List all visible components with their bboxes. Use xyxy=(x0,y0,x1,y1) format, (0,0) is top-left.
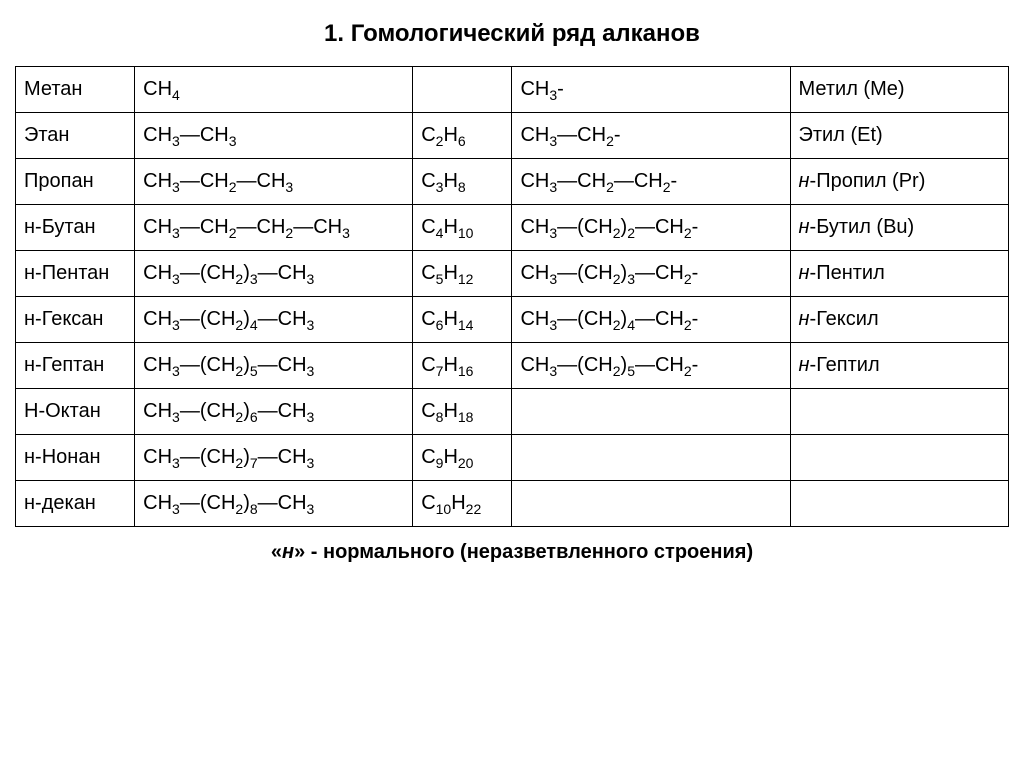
alkane-formula: C10H22 xyxy=(413,481,512,527)
alkane-formula: C5H12 xyxy=(413,251,512,297)
alkane-formula xyxy=(413,67,512,113)
table-row: н-НонанCH3—(CH2)7—CH3C9H20 xyxy=(16,435,1009,481)
table-row: н-ПентанCH3—(CH2)3—CH3C5H12CH3—(CH2)3—CH… xyxy=(16,251,1009,297)
alkane-name: н-Гептан xyxy=(16,343,135,389)
radical-structure: CH3—(CH2)2—CH2- xyxy=(512,205,790,251)
table-row: ЭтанCH3—CH3C2H6CH3—CH2-Этил (Et) xyxy=(16,113,1009,159)
alkane-structure: CH3—CH3 xyxy=(135,113,413,159)
radical-structure: CH3—(CH2)4—CH2- xyxy=(512,297,790,343)
alkane-name: н-Гексан xyxy=(16,297,135,343)
footer-note: «н» - нормального (неразветвленного стро… xyxy=(15,541,1009,564)
radical-name xyxy=(790,481,1008,527)
radical-structure: CH3- xyxy=(512,67,790,113)
radical-name: н-Гептил xyxy=(790,343,1008,389)
alkane-name: н-Бутан xyxy=(16,205,135,251)
alkane-name: Пропан xyxy=(16,159,135,205)
alkane-structure: CH3—(CH2)5—CH3 xyxy=(135,343,413,389)
alkane-structure: CH3—(CH2)7—CH3 xyxy=(135,435,413,481)
radical-structure: CH3—(CH2)5—CH2- xyxy=(512,343,790,389)
alkane-formula: C2H6 xyxy=(413,113,512,159)
radical-name xyxy=(790,435,1008,481)
alkane-formula: C9H20 xyxy=(413,435,512,481)
alkane-name: н-декан xyxy=(16,481,135,527)
radical-structure xyxy=(512,481,790,527)
radical-name: н-Гексил xyxy=(790,297,1008,343)
alkane-structure: CH3—CH2—CH2—CH3 xyxy=(135,205,413,251)
table-row: н-деканCH3—(CH2)8—CH3C10H22 xyxy=(16,481,1009,527)
radical-name: н-Бутил (Bu) xyxy=(790,205,1008,251)
radical-name: н-Пентил xyxy=(790,251,1008,297)
table-row: Н-ОктанCH3—(CH2)6—CH3C8H18 xyxy=(16,389,1009,435)
page-title: 1. Гомологический ряд алканов xyxy=(15,20,1009,48)
alkane-formula: C3H8 xyxy=(413,159,512,205)
radical-structure xyxy=(512,389,790,435)
radical-name xyxy=(790,389,1008,435)
table-row: ПропанCH3—CH2—CH3C3H8CH3—CH2—CH2-н-Пропи… xyxy=(16,159,1009,205)
radical-name: н-Пропил (Pr) xyxy=(790,159,1008,205)
alkane-structure: CH3—(CH2)8—CH3 xyxy=(135,481,413,527)
radical-structure: CH3—(CH2)3—CH2- xyxy=(512,251,790,297)
alkane-name: Метан xyxy=(16,67,135,113)
table-row: МетанCH4 CH3-Метил (Me) xyxy=(16,67,1009,113)
alkane-structure: CH3—(CH2)3—CH3 xyxy=(135,251,413,297)
alkane-name: Н-Октан xyxy=(16,389,135,435)
alkane-formula: C6H14 xyxy=(413,297,512,343)
alkane-formula: C8H18 xyxy=(413,389,512,435)
alkane-name: Этан xyxy=(16,113,135,159)
footer-prefix: « xyxy=(271,541,282,563)
alkane-formula: C7H16 xyxy=(413,343,512,389)
radical-structure: CH3—CH2—CH2- xyxy=(512,159,790,205)
alkane-formula: C4H10 xyxy=(413,205,512,251)
radical-structure: CH3—CH2- xyxy=(512,113,790,159)
alkane-name: н-Пентан xyxy=(16,251,135,297)
alkane-structure: CH4 xyxy=(135,67,413,113)
alkane-structure: CH3—(CH2)4—CH3 xyxy=(135,297,413,343)
table-row: н-ГептанCH3—(CH2)5—CH3C7H16CH3—(CH2)5—CH… xyxy=(16,343,1009,389)
table-row: н-ГексанCH3—(CH2)4—CH3C6H14CH3—(CH2)4—CH… xyxy=(16,297,1009,343)
radical-name: Этил (Et) xyxy=(790,113,1008,159)
footer-suffix: » - нормального (неразветвленного строен… xyxy=(294,541,753,563)
footer-n: н xyxy=(282,541,294,563)
radical-structure xyxy=(512,435,790,481)
alkane-structure: CH3—CH2—CH3 xyxy=(135,159,413,205)
alkane-name: н-Нонан xyxy=(16,435,135,481)
radical-name: Метил (Me) xyxy=(790,67,1008,113)
alkane-table: МетанCH4CH3-Метил (Me)ЭтанCH3—CH3C2H6CH3… xyxy=(15,66,1009,527)
table-row: н-БутанCH3—CH2—CH2—CH3C4H10CH3—(CH2)2—CH… xyxy=(16,205,1009,251)
alkane-structure: CH3—(CH2)6—CH3 xyxy=(135,389,413,435)
